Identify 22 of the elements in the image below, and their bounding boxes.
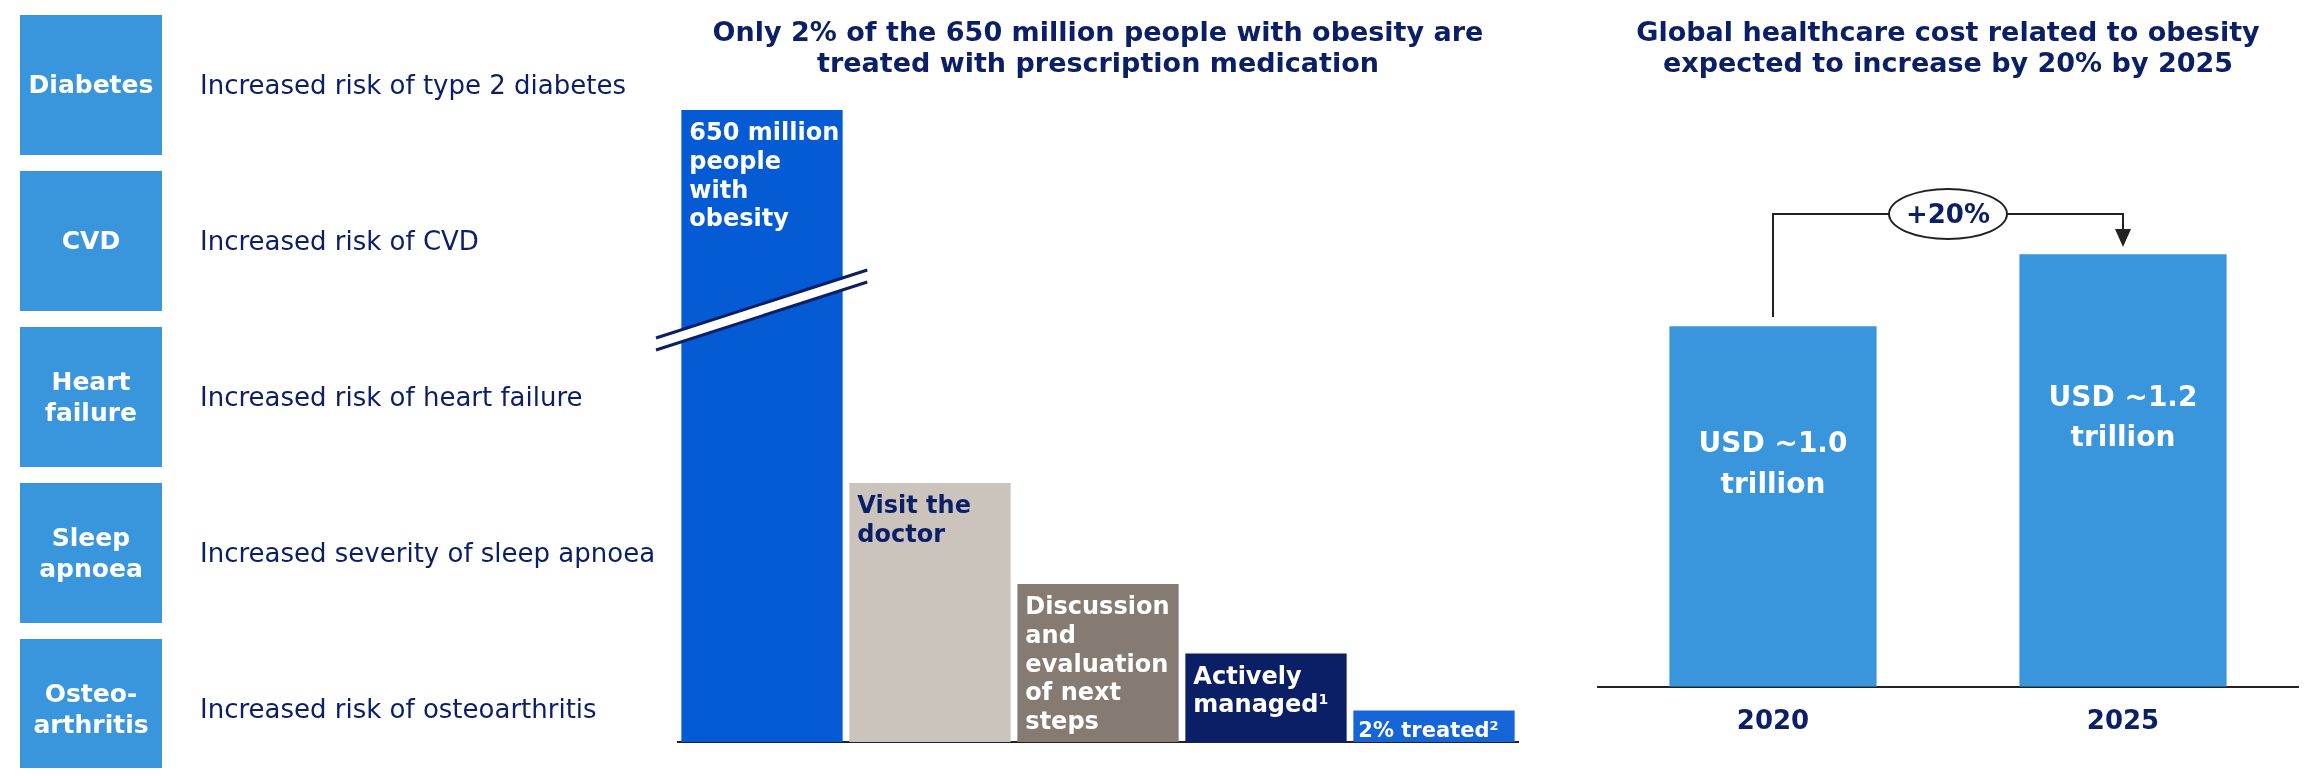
chart-title: Only 2% of the 650 million people with obesity are treated with prescription medication — [711, 15, 1485, 80]
x-tick-label: 2020 — [1736, 705, 1810, 736]
category-label: Visit the doctor — [857, 490, 971, 548]
text: Increased risk of CVD — [200, 226, 479, 256]
text: +20% — [1888, 188, 2008, 241]
data-label: USD ~1.0 trillion — [1698, 426, 1848, 501]
x-tick-label: 2025 — [2086, 705, 2160, 736]
data-label: USD ~1.2 trillion — [2048, 379, 2198, 454]
text: Increased risk of heart failure — [200, 382, 583, 412]
category-label: 650 million people with obesity — [689, 118, 840, 233]
category-label: Osteo-arthritis — [32, 677, 150, 741]
category-label: Sleep apnoea — [38, 521, 144, 585]
text: Increased risk of type 2 diabetes — [200, 70, 626, 100]
text: Increased severity of sleep apnoea — [200, 538, 656, 568]
bar — [849, 482, 1011, 742]
category-label: Heart failure — [44, 365, 138, 429]
text: Increased risk of osteoarthritis — [200, 694, 597, 724]
bar — [681, 110, 843, 742]
category-label: Diabetes — [27, 69, 155, 101]
category-label: Discussion and evaluation of next steps — [1025, 592, 1170, 736]
chart-title: Global healthcare cost related to obesity expected to increase by 20% by 2025 — [1635, 15, 2261, 80]
category-label: CVD — [60, 225, 122, 257]
